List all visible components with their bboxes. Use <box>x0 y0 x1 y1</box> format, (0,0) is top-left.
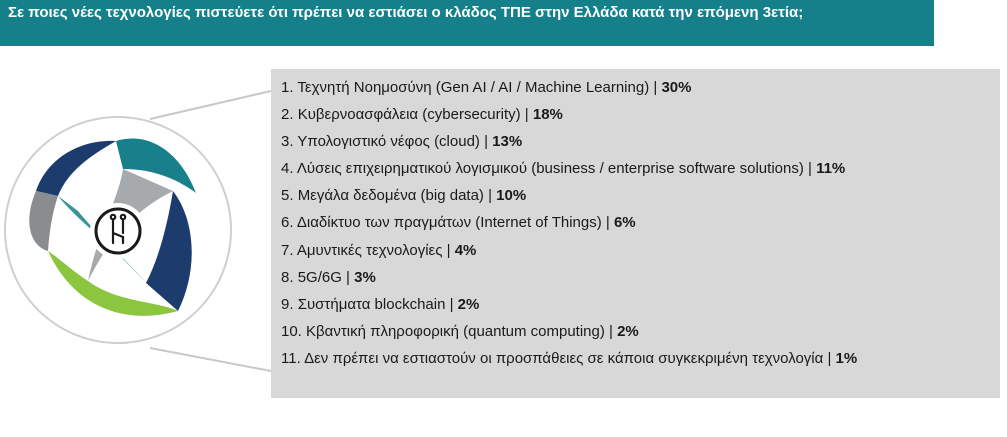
list-item-label: Λύσεις επιχειρηματικού λογισμικού (busin… <box>296 160 817 178</box>
list-item: 9. Συστήματα blockchain | 2% <box>281 291 857 318</box>
list-item: 5. Μεγάλα δεδομένα (big data) | 10% <box>281 182 857 209</box>
technology-list: 1. Τεχνητή Νοημοσύνη (Gen AI / AI / Mach… <box>281 74 857 372</box>
list-item-percent: 6% <box>613 214 636 232</box>
list-item: 6. Διαδίκτυο των πραγμάτων (Internet of … <box>281 209 857 236</box>
list-item-label: Κβαντική πληροφορική (quantum computing)… <box>306 322 618 340</box>
list-item: 1. Τεχνητή Νοημοσύνη (Gen AI / AI / Mach… <box>281 74 857 101</box>
list-item-label: Τεχνητή Νοημοσύνη (Gen AI / AI / Machine… <box>297 79 662 96</box>
list-item-label: Μεγάλα δεδομένα (big data) | <box>297 187 497 205</box>
list-item-label: Κυβερνοασφάλεια (cybersecurity) | <box>297 106 533 124</box>
list-item-number: 11. <box>281 349 301 367</box>
list-item: 11. Δεν πρέπει να εστιαστούν οι προσπάθε… <box>281 345 857 372</box>
list-item-percent: 13% <box>492 133 523 151</box>
circuit-icon <box>109 213 127 245</box>
list-item-percent: 30% <box>661 79 692 96</box>
list-item-label: Αμυντικές τεχνολογίες | <box>296 241 455 259</box>
list-item: 7. Αμυντικές τεχνολογίες | 4% <box>281 237 857 264</box>
ribbon-star-icon <box>29 138 196 316</box>
connector-line-top <box>149 90 272 120</box>
list-item-number: 7. <box>281 241 294 259</box>
list-item-percent: 2% <box>457 295 480 313</box>
list-item-number: 8. <box>281 268 294 286</box>
header-bar: Σε ποιες νέες τεχνολογίες πιστεύετε ότι … <box>0 0 934 46</box>
list-item: 3. Υπολογιστικό νέφος (cloud) | 13% <box>281 128 857 155</box>
list-item-percent: 2% <box>617 322 639 340</box>
emblem-graphic <box>4 90 272 372</box>
list-item-label: Δεν πρέπει να εστιαστούν οι προσπάθειες … <box>304 349 836 367</box>
list-item-number: 5. <box>281 187 294 205</box>
page-title: Σε ποιες νέες τεχνολογίες πιστεύετε ότι … <box>8 4 804 21</box>
list-item: 10. Κβαντική πληροφορική (quantum comput… <box>281 318 857 345</box>
list-item-label: 5G/6G | <box>297 268 355 286</box>
list-item: 4. Λύσεις επιχειρηματικού λογισμικού (bu… <box>281 155 857 182</box>
list-item-percent: 1% <box>835 349 858 367</box>
list-item-percent: 3% <box>354 268 376 286</box>
technology-list-panel: 1. Τεχνητή Νοημοσύνη (Gen AI / AI / Mach… <box>271 69 1000 398</box>
list-item-label: Υπολογιστικό νέφος (cloud) | <box>297 133 493 151</box>
list-item-label: Συστήματα blockchain | <box>297 295 458 313</box>
list-item-number: 6. <box>281 214 294 232</box>
list-item-number: 9. <box>281 295 294 313</box>
list-item-percent: 18% <box>532 106 563 124</box>
list-item-number: 3. <box>281 133 294 151</box>
list-item: 8. 5G/6G | 3% <box>281 264 857 291</box>
list-item-label: Διαδίκτυο των πραγμάτων (Internet of Thi… <box>296 214 614 232</box>
list-item-number: 1. <box>281 79 294 96</box>
connector-line-bottom <box>149 347 272 372</box>
list-item-number: 2. <box>281 106 294 124</box>
list-item-percent: 11% <box>816 160 846 178</box>
list-item-percent: 4% <box>454 241 477 259</box>
list-item-percent: 10% <box>496 187 527 205</box>
list-item-number: 4. <box>281 160 294 178</box>
list-item-number: 10. <box>281 322 302 340</box>
list-item: 2. Κυβερνοασφάλεια (cybersecurity) | 18% <box>281 101 857 128</box>
